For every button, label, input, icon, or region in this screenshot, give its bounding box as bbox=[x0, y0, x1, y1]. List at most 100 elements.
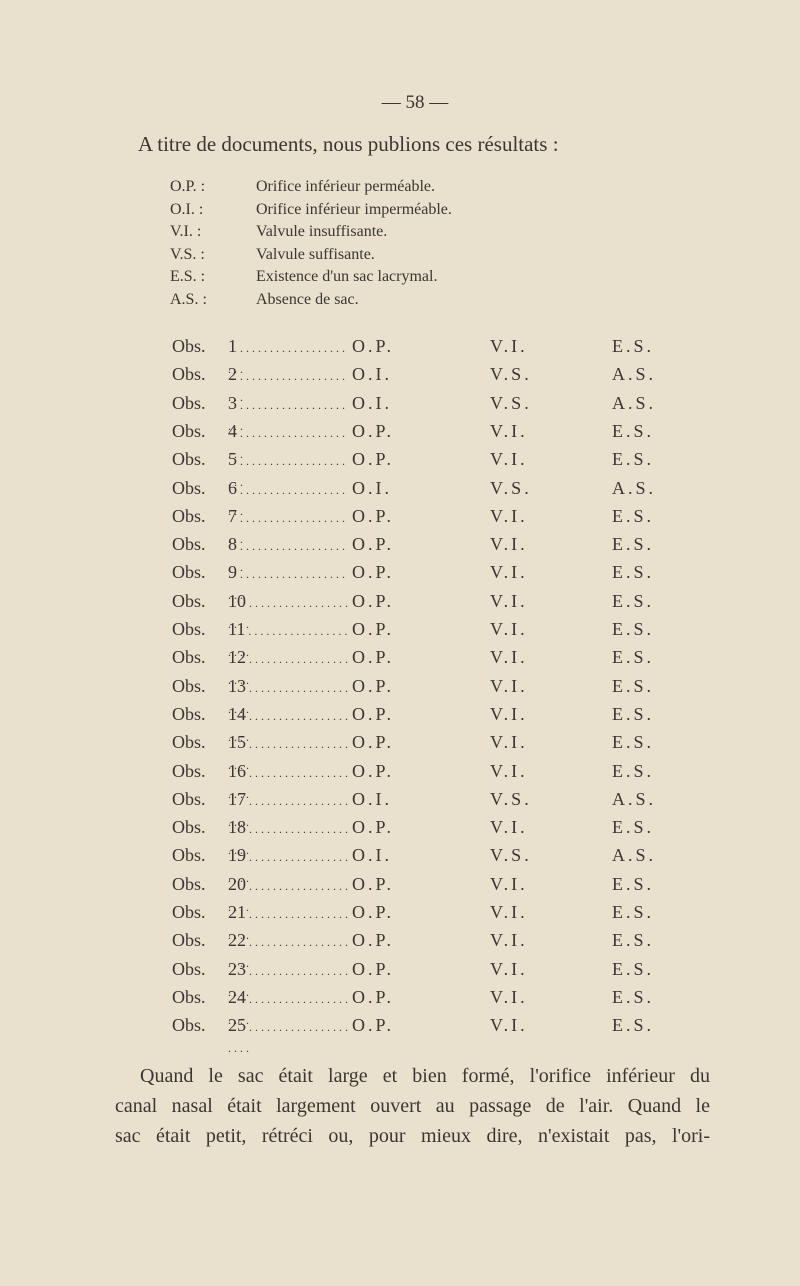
table-cell: 13 bbox=[228, 676, 350, 718]
table-row: Obs.10O.P.V.I.E.S. bbox=[172, 591, 662, 615]
table-cell: 18 bbox=[228, 817, 350, 859]
table-cell: E.S. bbox=[612, 505, 655, 526]
table-cell: Obs. bbox=[172, 392, 206, 413]
table-cell: 12 bbox=[228, 647, 350, 689]
legend-text: Valvule insuffisante. bbox=[256, 223, 388, 240]
table-row: Obs.13O.P.V.I.E.S. bbox=[172, 676, 662, 700]
table-cell: E.S. bbox=[612, 703, 655, 724]
table-cell: O.P. bbox=[352, 647, 395, 668]
table-cell: Obs. bbox=[172, 703, 206, 724]
table-cell: O.I. bbox=[352, 845, 392, 866]
table-row: Obs.14O.P.V.I.E.S. bbox=[172, 704, 662, 728]
table-cell: V.I. bbox=[490, 986, 528, 1007]
table-row: Obs.20O.P.V.I.E.S. bbox=[172, 874, 662, 898]
table-cell: Obs. bbox=[172, 505, 206, 526]
table-cell: Obs. bbox=[172, 873, 206, 894]
table-cell: O.P. bbox=[352, 675, 395, 696]
table-cell: Obs. bbox=[172, 420, 206, 441]
legend-abbr: A.S. : bbox=[170, 290, 207, 308]
legend-text: Valvule suffisante. bbox=[256, 245, 375, 263]
table-cell: A.S. bbox=[612, 477, 657, 498]
table-row: Obs.1O.P.V.I.E.S. bbox=[172, 336, 662, 360]
legend-item: V.S. : Valvule suffisante. bbox=[170, 246, 375, 264]
table-row: Obs.16O.P.V.I.E.S. bbox=[172, 761, 662, 785]
table-cell: E.S. bbox=[612, 619, 655, 639]
table-cell: E.S. bbox=[612, 647, 655, 668]
table-row: Obs.3O.I.V.S.A.S. bbox=[172, 393, 662, 417]
table-cell: 10 bbox=[228, 591, 350, 633]
table-cell: A.S. bbox=[612, 788, 657, 809]
table-cell: Obs. bbox=[172, 732, 206, 753]
table-cell: 9 bbox=[228, 562, 350, 604]
table-cell: 7 bbox=[228, 506, 350, 548]
legend-abbr: E.S. : bbox=[170, 268, 206, 285]
table-row: Obs.15O.P.V.I.E.S. bbox=[172, 732, 662, 756]
table-cell: V.I. bbox=[490, 420, 528, 441]
table-cell: 14 bbox=[228, 704, 350, 746]
table-cell: Obs. bbox=[172, 534, 206, 555]
table-cell: O.I. bbox=[352, 392, 392, 413]
table-cell: V.I. bbox=[490, 817, 528, 838]
table-cell: 2 bbox=[228, 364, 350, 406]
table-cell: O.P. bbox=[352, 336, 395, 356]
table-cell: 23 bbox=[228, 959, 350, 1001]
table-cell: E.S. bbox=[612, 760, 655, 781]
table-cell: V.S. bbox=[490, 364, 532, 385]
legend-text: Orifice inférieur perméable. bbox=[256, 178, 436, 195]
table-cell: 16 bbox=[228, 761, 350, 803]
table-cell: E.S. bbox=[612, 873, 655, 894]
legend-abbr: O.I. : bbox=[170, 200, 204, 218]
table-row: Obs.24O.P.V.I.E.S. bbox=[172, 987, 662, 1011]
legend-item: A.S. : Absence de sac. bbox=[170, 291, 359, 309]
table-cell: E.S. bbox=[612, 336, 655, 356]
table-cell: Obs. bbox=[172, 619, 206, 639]
table-cell: Obs. bbox=[172, 902, 206, 922]
legend-item: V.I. : Valvule insuffisante. bbox=[170, 223, 387, 241]
legend-abbr: V.S. : bbox=[170, 245, 205, 263]
table-cell: 4 bbox=[228, 421, 350, 463]
table-cell: V.I. bbox=[490, 902, 528, 922]
table-cell: 24 bbox=[228, 987, 350, 1029]
table-row: Obs.25O.P.V.I.E.S. bbox=[172, 1015, 662, 1039]
table-row: Obs.9O.P.V.I.E.S. bbox=[172, 562, 662, 586]
table-cell: E.S. bbox=[612, 534, 655, 555]
table-row: Obs.21O.P.V.I.E.S. bbox=[172, 902, 662, 926]
legend-text: Orifice inférieur imperméable. bbox=[256, 200, 452, 218]
table-cell: V.I. bbox=[490, 760, 528, 781]
table-row: Obs.2O.I.V.S.A.S. bbox=[172, 364, 662, 388]
table-row: Obs.11O.P.V.I.E.S. bbox=[172, 619, 662, 643]
table-cell: V.I. bbox=[490, 336, 528, 356]
table-cell: O.P. bbox=[352, 562, 395, 583]
table-cell: O.P. bbox=[352, 873, 395, 894]
table-cell: 5 bbox=[228, 449, 350, 491]
table-cell: 21 bbox=[228, 902, 350, 944]
table-cell: O.P. bbox=[352, 590, 395, 611]
legend-abbr: V.I. : bbox=[170, 223, 202, 240]
table-cell: O.P. bbox=[352, 958, 395, 979]
table-cell: Obs. bbox=[172, 364, 206, 385]
table-cell: O.I. bbox=[352, 788, 392, 809]
table-cell: O.I. bbox=[352, 364, 392, 385]
table-row: Obs.7O.P.V.I.E.S. bbox=[172, 506, 662, 530]
table-cell: E.S. bbox=[612, 930, 655, 951]
legend-item: O.I. : Orifice inférieur imperméable. bbox=[170, 201, 452, 219]
table-cell: V.S. bbox=[490, 477, 532, 498]
table-cell: O.P. bbox=[352, 930, 395, 951]
table-cell: E.S. bbox=[612, 590, 655, 611]
table-cell: E.S. bbox=[612, 1015, 655, 1036]
table-cell: V.S. bbox=[490, 845, 532, 866]
table-cell: Obs. bbox=[172, 760, 206, 781]
paragraph-line: Quand le sac était large et bien formé, … bbox=[140, 1065, 710, 1087]
intro: A titre de documents, nous publions ces … bbox=[138, 132, 559, 156]
table-cell: V.I. bbox=[490, 590, 528, 611]
table-cell: 8 bbox=[228, 534, 350, 576]
paragraph-line: sac était petit, rétréci ou, pour mieux … bbox=[115, 1125, 710, 1147]
table-cell: 25 bbox=[228, 1015, 350, 1057]
table-row: Obs.17O.I.V.S.A.S. bbox=[172, 789, 662, 813]
table-cell: Obs. bbox=[172, 930, 206, 951]
page-number: — 58 — bbox=[381, 92, 449, 113]
table-cell: 3 bbox=[228, 393, 350, 435]
table-cell: E.S. bbox=[612, 675, 655, 696]
table-cell: O.P. bbox=[352, 760, 395, 781]
table-cell: V.I. bbox=[490, 647, 528, 668]
